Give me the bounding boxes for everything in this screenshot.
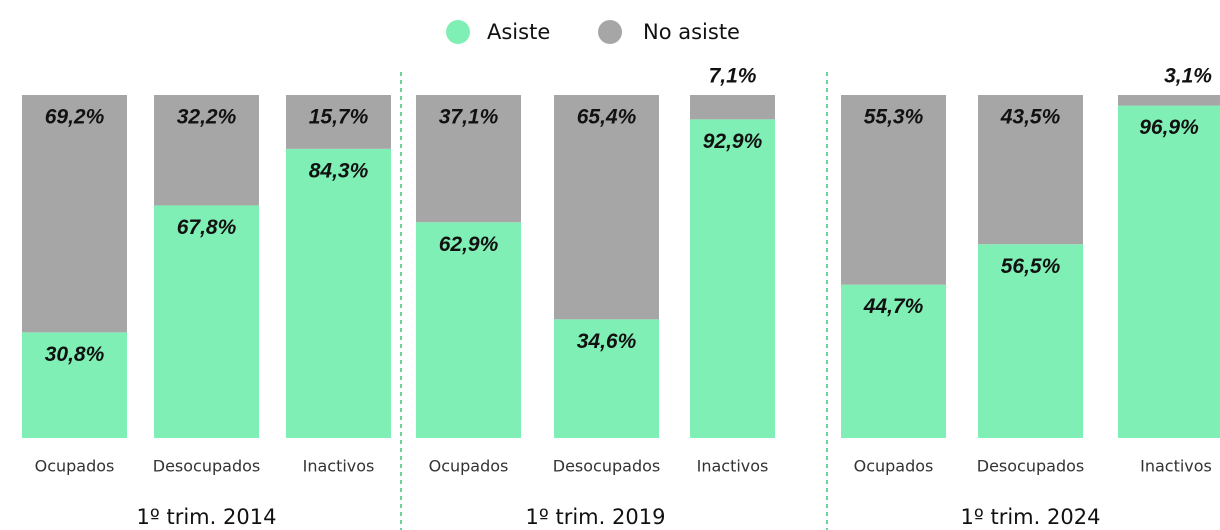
value-label: 55,3% <box>864 106 924 129</box>
x-tick-label: Ocupados <box>429 457 509 476</box>
bar-segment <box>286 148 391 438</box>
value-label: 32,2% <box>177 106 237 129</box>
x-tick-label: Desocupados <box>553 457 660 476</box>
value-label: 34,6% <box>577 330 637 353</box>
bar-segment <box>690 95 775 120</box>
bar-segment <box>154 205 259 438</box>
value-label: 43,5% <box>1000 106 1061 129</box>
x-tick-label: Inactivos <box>697 457 769 476</box>
legend-label: No asiste <box>643 20 740 44</box>
value-label: 15,7% <box>309 106 369 129</box>
bar-segment <box>416 222 521 438</box>
value-label: 69,2% <box>45 106 105 129</box>
bar-segment <box>978 95 1083 245</box>
bar-segment <box>22 95 127 333</box>
value-label: 56,5% <box>1001 255 1061 278</box>
bar-segment <box>554 95 659 320</box>
bar-segment <box>841 95 946 285</box>
legend-swatch <box>598 20 622 44</box>
value-label: 30,8% <box>45 343 105 366</box>
bar-segment <box>22 332 127 438</box>
value-label: 92,9% <box>703 130 763 153</box>
x-tick-label: Inactivos <box>303 457 375 476</box>
bar-segment <box>978 244 1083 438</box>
value-label: 67,8% <box>177 216 237 239</box>
bar-segment <box>154 95 259 206</box>
group-label: 1º trim. 2014 <box>137 505 277 529</box>
value-label: 3,1% <box>1164 65 1212 88</box>
legend-label: Asiste <box>487 20 550 44</box>
x-tick-label: Desocupados <box>153 457 260 476</box>
bar-segment <box>286 95 391 149</box>
value-label: 62,9% <box>439 233 499 256</box>
value-label: 37,1% <box>439 106 499 129</box>
value-label: 96,9% <box>1139 116 1199 139</box>
x-tick-label: Desocupados <box>977 457 1084 476</box>
bar-segment <box>416 95 521 223</box>
bar-segment <box>1118 95 1220 106</box>
group-label: 1º trim. 2024 <box>961 505 1101 529</box>
group-label: 1º trim. 2019 <box>526 505 666 529</box>
value-label: 7,1% <box>709 65 757 88</box>
value-label: 65,4% <box>577 106 637 129</box>
value-label: 84,3% <box>309 159 369 182</box>
bar-segment <box>1118 105 1220 439</box>
bar-segment <box>554 319 659 438</box>
bar-segment <box>841 284 946 438</box>
bar-segment <box>690 119 775 438</box>
x-tick-label: Ocupados <box>35 457 115 476</box>
legend-swatch <box>446 20 470 44</box>
x-tick-label: Ocupados <box>854 457 934 476</box>
value-label: 44,7% <box>863 295 924 318</box>
x-tick-label: Inactivos <box>1140 457 1212 476</box>
